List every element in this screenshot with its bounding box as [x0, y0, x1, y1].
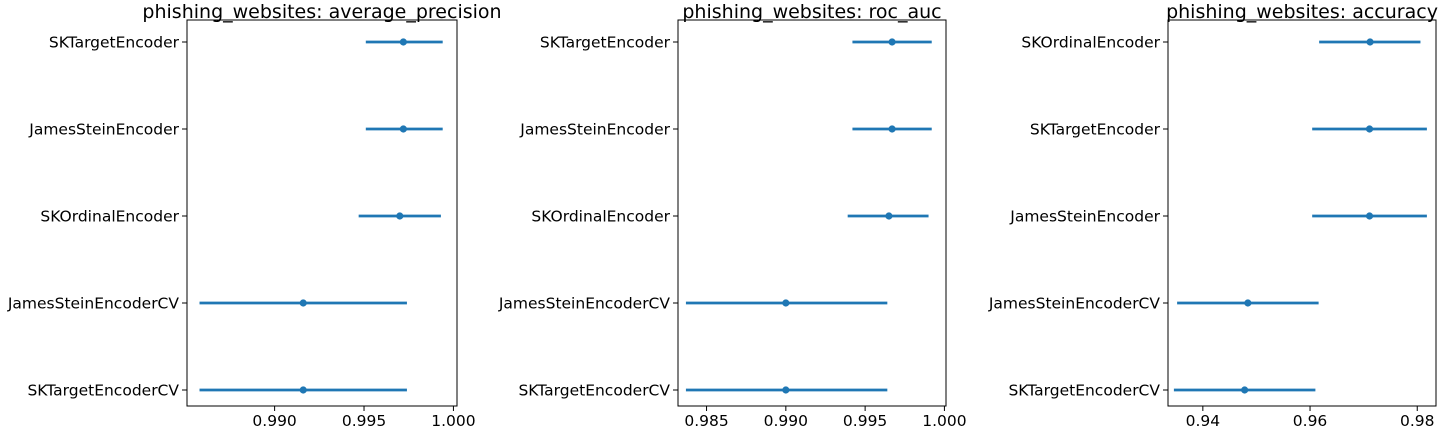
- x-tick-label: 0.995: [843, 412, 887, 430]
- y-tick-label: SKTargetEncoder: [540, 34, 671, 52]
- chart-title: phishing_websites: roc_auc: [682, 1, 941, 23]
- mean-point: [885, 212, 893, 220]
- chart-panel-1: phishing_websites: average_precision SKTa…: [7, 1, 502, 430]
- x-tick-label: 0.990: [764, 412, 808, 430]
- y-tick-label: SKTargetEncoderCV: [518, 382, 670, 400]
- x-tick-label: 1.000: [431, 412, 475, 430]
- mean-point: [399, 38, 407, 46]
- x-tick-label: 1.000: [922, 412, 966, 430]
- mean-point: [396, 212, 404, 220]
- y-tick-label: JamesSteinEncoder: [28, 121, 179, 139]
- y-tick-label: SKOrdinalEncoder: [1021, 34, 1160, 52]
- mean-point: [1366, 38, 1374, 46]
- x-tick-label: 0.990: [252, 412, 296, 430]
- y-tick-label: JamesSteinEncoderCV: [7, 295, 180, 313]
- x-tick-label: 0.94: [1186, 412, 1221, 430]
- y-tick-label: JamesSteinEncoder: [1009, 208, 1160, 226]
- chart-title: phishing_websites: average_precision: [142, 1, 501, 23]
- mean-point: [888, 38, 896, 46]
- x-tick-label: 0.96: [1293, 412, 1328, 430]
- y-tick-label: JamesSteinEncoderCV: [498, 295, 671, 313]
- y-tick-label: JamesSteinEncoder: [519, 121, 670, 139]
- mean-point: [1365, 125, 1374, 133]
- mean-point: [1241, 386, 1249, 394]
- plot-frame: [186, 19, 458, 407]
- mean-point: [1244, 299, 1252, 307]
- mean-point: [1365, 212, 1374, 220]
- chart-panel-3: phishing_websites: accuracy SKOrdinalEnco…: [988, 1, 1438, 430]
- y-tick-label: SKTargetEncoderCV: [1008, 382, 1160, 400]
- mean-point: [782, 386, 790, 394]
- y-tick-label: SKTargetEncoder: [49, 34, 180, 52]
- plot-frame: [677, 19, 947, 407]
- x-tick-label: 0.985: [684, 412, 728, 430]
- y-tick-label: SKOrdinalEncoder: [40, 208, 179, 226]
- plot-frame: [1167, 19, 1437, 407]
- y-tick-label: JamesSteinEncoderCV: [988, 295, 1161, 313]
- chart-panel-2: phishing_websites: roc_auc SKTargetEncode…: [498, 1, 967, 430]
- chart-title: phishing_websites: accuracy: [1166, 1, 1438, 23]
- mean-point: [299, 299, 307, 307]
- mean-point: [299, 386, 307, 394]
- y-tick-label: SKTargetEncoderCV: [27, 382, 179, 400]
- x-tick-label: 0.98: [1400, 412, 1435, 430]
- y-tick-label: SKOrdinalEncoder: [531, 208, 670, 226]
- mean-point: [888, 125, 896, 133]
- mean-point: [399, 125, 407, 133]
- mean-point: [782, 299, 790, 307]
- y-tick-label: SKTargetEncoder: [1030, 121, 1161, 139]
- x-tick-label: 0.995: [342, 412, 386, 430]
